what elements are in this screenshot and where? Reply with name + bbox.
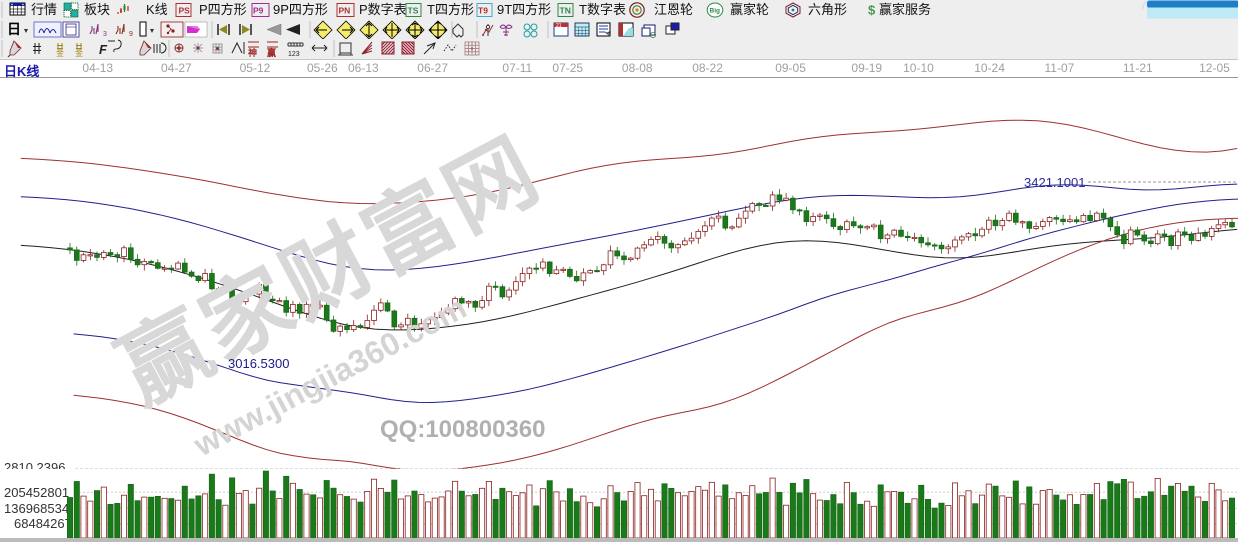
svg-text:21: 21 [556, 23, 562, 29]
svg-text:赢家轮: 赢家轮 [730, 2, 769, 17]
svg-text:P数字表: P数字表 [359, 2, 407, 17]
svg-text:赢家服务: 赢家服务 [879, 2, 931, 17]
svg-text:赢: 赢 [267, 47, 276, 58]
svg-text:F: F [99, 42, 108, 57]
svg-text:Big: Big [710, 8, 721, 15]
svg-text:K线: K线 [146, 2, 168, 17]
svg-text:9T四方形: 9T四方形 [497, 2, 551, 17]
svg-text:PN: PN [339, 6, 351, 16]
svg-text:T9: T9 [478, 6, 488, 16]
svg-text:123: 123 [288, 51, 300, 58]
svg-text:行情: 行情 [31, 2, 57, 17]
svg-text:P9: P9 [253, 6, 264, 16]
svg-text:9P四方形: 9P四方形 [273, 2, 328, 17]
svg-text:P四方形: P四方形 [199, 2, 247, 17]
svg-text:T数字表: T数字表 [579, 2, 626, 17]
svg-text:$: $ [868, 3, 876, 18]
svg-text:PS: PS [179, 6, 191, 16]
svg-text:板块: 板块 [84, 2, 110, 17]
svg-text:日: 日 [7, 21, 21, 37]
svg-text:江恩轮: 江恩轮 [654, 2, 693, 17]
svg-text:六角形: 六角形 [808, 2, 847, 17]
svg-text:TS: TS [408, 6, 419, 16]
svg-text:TN: TN [560, 6, 571, 16]
svg-text:T四方形: T四方形 [427, 2, 474, 17]
svg-text:3: 3 [103, 31, 107, 38]
svg-text:金: 金 [75, 48, 83, 58]
svg-text:金: 金 [56, 48, 64, 58]
svg-text:9: 9 [129, 31, 133, 38]
svg-text:神: 神 [248, 47, 257, 58]
